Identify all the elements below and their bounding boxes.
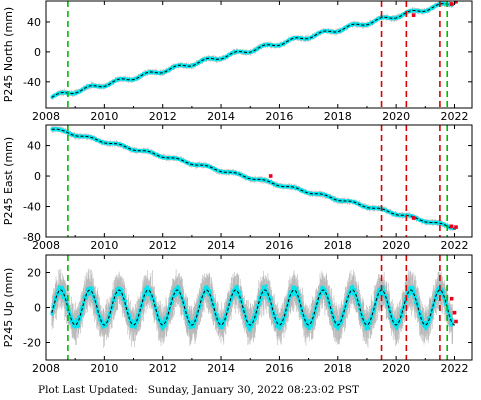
x-tick-label: 2010 [90,110,118,123]
x-tick-label: 2018 [324,110,352,123]
x-tick-label: 2022 [440,110,468,123]
panel-plot-area [50,125,458,232]
x-tick-label: 2016 [265,110,293,123]
panel-frame [45,0,473,109]
x-tick-label: 2014 [207,110,235,123]
x-tick-label: 2012 [149,110,177,123]
x-tick-label: 2008 [32,110,60,123]
chart-panel-1: 2008 2010 2012 2014 2016 2018 2020 2022 -40 0 40 P2… [2,0,473,123]
y-tick-label: 40 [27,16,41,29]
x-tick-label: 2020 [382,110,410,123]
outlier-point [411,13,416,17]
outlier-point [449,2,454,6]
y-axis-label: P245 North (mm) [2,7,15,102]
observation-points [50,127,455,230]
chart-panel-2: 2008 2010 2012 2014 2016 2018 2020 2022-80-4004… [2,124,473,252]
y-tick-label: -40 [23,76,41,89]
outlier-point [454,1,458,4]
y-tick-label: 0 [34,46,41,59]
model-fit-line [51,3,456,98]
panel-plot-area [50,1,458,100]
